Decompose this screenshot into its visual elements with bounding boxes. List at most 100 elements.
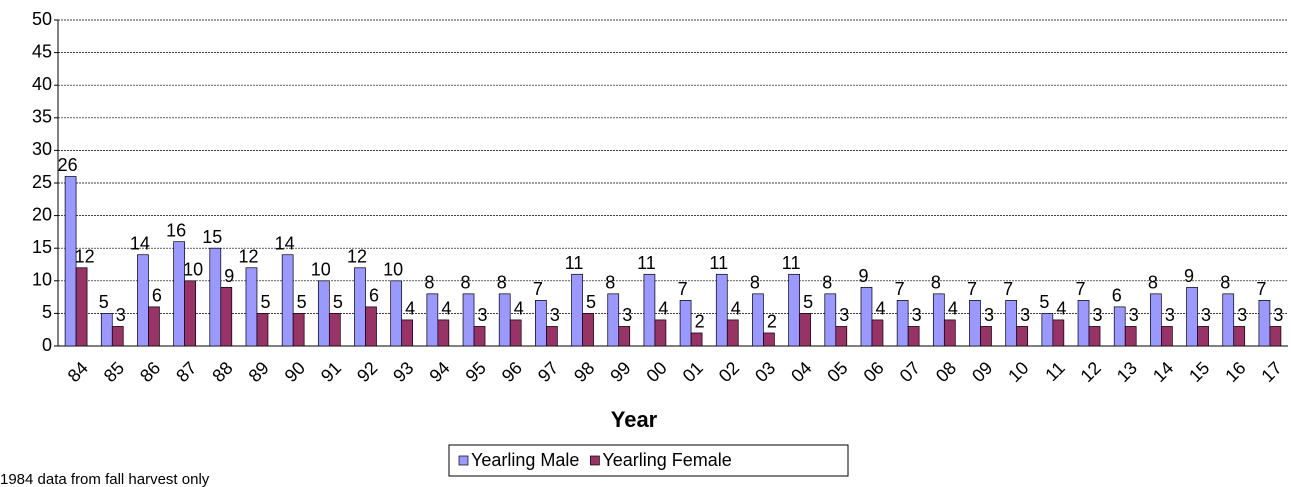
bar xyxy=(1258,300,1271,347)
x-tick-label: 93 xyxy=(389,358,417,386)
x-tick-label: 13 xyxy=(1113,358,1141,386)
bar xyxy=(690,332,703,347)
bar xyxy=(679,300,692,347)
bar xyxy=(1088,326,1101,347)
bar xyxy=(1161,326,1173,347)
x-tick-label: 08 xyxy=(932,358,960,386)
x-tick-label: 96 xyxy=(498,358,526,386)
data-label: 5 xyxy=(297,292,307,312)
x-tick-label: 12 xyxy=(1077,358,1105,386)
bar xyxy=(437,319,450,347)
data-label: 7 xyxy=(1076,279,1086,299)
data-label: 15 xyxy=(202,227,222,247)
bar xyxy=(1233,326,1246,347)
data-label: 7 xyxy=(1256,279,1266,299)
bar xyxy=(1005,300,1018,347)
data-label: 7 xyxy=(1003,279,1013,299)
x-tick-label: 99 xyxy=(606,358,634,386)
data-label: 3 xyxy=(1129,305,1139,325)
data-label: 10 xyxy=(383,260,403,280)
bar xyxy=(943,319,956,347)
bar xyxy=(824,293,837,347)
bar xyxy=(860,286,873,347)
data-label: 3 xyxy=(912,305,922,325)
legend-box xyxy=(448,444,849,477)
y-tick-label: 20 xyxy=(32,204,52,224)
x-tick-label: 03 xyxy=(751,358,779,386)
y-tick-label: 50 xyxy=(32,9,52,29)
footnote: 1984 data from fall harvest only xyxy=(0,471,210,487)
x-tick-label: 84 xyxy=(64,358,92,386)
x-tick-label: 06 xyxy=(860,358,888,386)
data-label: 4 xyxy=(658,299,668,319)
data-label: 8 xyxy=(424,273,434,293)
data-label: 4 xyxy=(441,299,451,319)
bar xyxy=(173,241,185,347)
legend-swatch xyxy=(458,455,469,466)
data-label: 8 xyxy=(822,273,832,293)
data-label: 3 xyxy=(984,305,994,325)
data-label: 3 xyxy=(839,305,849,325)
x-tick-label: 16 xyxy=(1221,358,1249,386)
bar xyxy=(607,293,620,347)
data-label: 4 xyxy=(948,299,958,319)
bar xyxy=(835,326,848,347)
data-label: 3 xyxy=(1020,305,1030,325)
data-label: 2 xyxy=(695,312,705,332)
data-label: 4 xyxy=(731,299,741,319)
data-label: 11 xyxy=(565,253,584,273)
x-tick-label: 91 xyxy=(317,358,345,386)
data-label: 3 xyxy=(1237,305,1247,325)
x-tick-label: 11 xyxy=(1041,358,1068,385)
bar xyxy=(1269,326,1282,347)
x-tick-label: 92 xyxy=(353,358,381,386)
bar xyxy=(1052,319,1065,347)
x-tick-label: 09 xyxy=(968,358,996,386)
data-label: 3 xyxy=(1201,305,1211,325)
bar xyxy=(799,313,811,347)
y-tick-label: 45 xyxy=(32,41,52,61)
data-label: 9 xyxy=(1184,266,1194,286)
data-label: 7 xyxy=(895,279,905,299)
bar xyxy=(64,176,77,347)
y-tick-label: 30 xyxy=(32,139,52,159)
data-label: 8 xyxy=(497,273,507,293)
x-tick-label: 01 xyxy=(679,358,707,386)
y-tick-label: 15 xyxy=(32,237,52,257)
x-tick-label: 94 xyxy=(425,358,453,386)
data-label: 10 xyxy=(311,260,331,280)
data-label: 4 xyxy=(1056,299,1066,319)
bar xyxy=(788,273,800,347)
data-label: 8 xyxy=(750,273,760,293)
x-tick-label: 07 xyxy=(896,358,924,386)
x-tick-label: 86 xyxy=(136,358,164,386)
x-tick-label: 00 xyxy=(642,358,670,386)
bar xyxy=(281,254,294,347)
data-label: 3 xyxy=(478,305,488,325)
data-label: 11 xyxy=(637,253,656,273)
x-tick-label: 88 xyxy=(208,358,236,386)
x-tick-label: 10 xyxy=(1004,358,1032,386)
bar xyxy=(1016,326,1029,347)
data-label: 6 xyxy=(152,286,162,306)
bar xyxy=(1150,293,1162,347)
data-label: 26 xyxy=(58,155,78,175)
data-label: 3 xyxy=(550,305,560,325)
bar xyxy=(111,326,124,347)
data-label: 9 xyxy=(858,266,868,286)
x-tick-label: 87 xyxy=(172,358,200,386)
bar xyxy=(354,267,366,347)
bar xyxy=(401,319,414,347)
bar xyxy=(726,319,739,347)
x-tick-label: 05 xyxy=(823,358,851,386)
data-label: 7 xyxy=(678,279,688,299)
bar xyxy=(1077,300,1090,347)
y-tick-label: 40 xyxy=(32,74,52,94)
bar xyxy=(462,293,475,347)
bar xyxy=(1124,326,1137,347)
y-tick-label: 5 xyxy=(42,302,52,322)
bar xyxy=(1113,306,1126,347)
bar xyxy=(980,326,992,347)
data-label: 5 xyxy=(260,292,270,312)
